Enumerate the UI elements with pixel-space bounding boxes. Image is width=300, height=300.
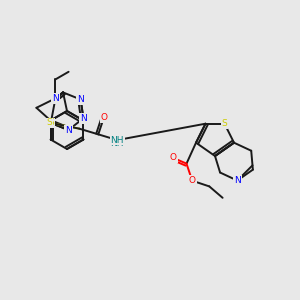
Text: S: S <box>46 118 52 127</box>
Text: N: N <box>52 94 59 103</box>
Text: N: N <box>77 95 84 104</box>
Text: N: N <box>234 176 241 185</box>
Text: N: N <box>52 94 59 103</box>
Text: N: N <box>65 125 72 134</box>
Text: NH: NH <box>110 139 124 148</box>
Text: O: O <box>189 176 196 185</box>
Text: N: N <box>80 114 87 123</box>
Text: NH: NH <box>110 136 124 145</box>
Text: N: N <box>80 114 87 123</box>
Text: O: O <box>100 113 107 122</box>
Text: S: S <box>48 118 54 127</box>
Text: O: O <box>170 153 177 162</box>
Text: O: O <box>170 153 177 162</box>
Text: S: S <box>48 118 54 127</box>
Text: S: S <box>222 119 227 128</box>
